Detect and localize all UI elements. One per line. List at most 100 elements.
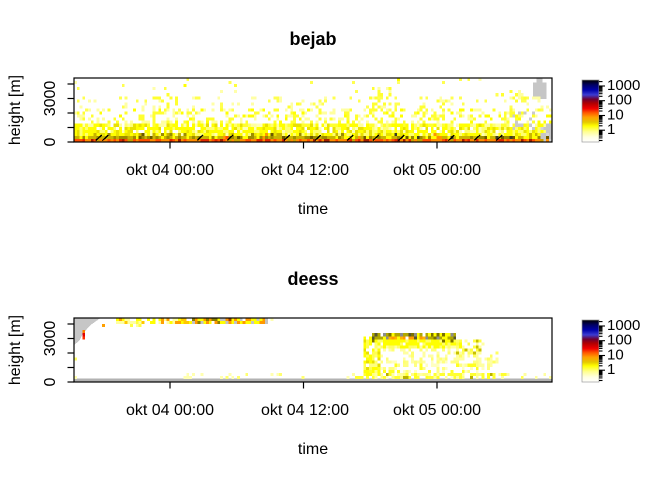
heat-cell	[380, 108, 384, 112]
heat-cell	[172, 111, 176, 115]
heat-cell	[135, 135, 139, 139]
heat-cell	[360, 123, 364, 127]
heat-cell	[206, 129, 209, 133]
heat-cell	[383, 348, 386, 352]
heat-cell	[414, 336, 417, 340]
heat-cell	[411, 114, 415, 118]
heat-cell	[301, 114, 305, 118]
heat-cell	[175, 120, 178, 124]
heat-cell	[284, 117, 288, 121]
heat-cell	[265, 321, 268, 325]
heat-cell	[442, 336, 445, 340]
heat-cell	[366, 360, 370, 364]
heat-cell	[217, 96, 221, 100]
heat-cell	[253, 135, 257, 139]
heat-cell	[161, 123, 164, 127]
heat-cell	[301, 129, 305, 133]
heat-cell	[397, 78, 400, 81]
heat-cell	[116, 138, 119, 142]
heat-cell	[369, 366, 372, 370]
heat-cell	[259, 135, 263, 139]
heat-cell	[408, 342, 412, 346]
heat-cell	[102, 129, 105, 133]
heat-cell	[194, 123, 198, 127]
heat-cell	[141, 138, 145, 142]
heat-cell	[461, 363, 465, 367]
heat-cell	[315, 129, 319, 133]
heat-cell	[442, 366, 445, 370]
heat-cell	[281, 138, 285, 142]
heat-cell	[428, 135, 431, 139]
heat-cell	[456, 375, 459, 379]
heat-cell	[340, 135, 344, 139]
heat-cell	[450, 123, 454, 127]
heat-cell	[397, 342, 400, 346]
heat-cell	[419, 363, 423, 367]
heat-cell	[470, 351, 474, 355]
slash-mark	[226, 134, 234, 141]
heat-cell	[343, 132, 347, 136]
heat-cell	[228, 321, 232, 325]
heat-cell	[447, 132, 451, 136]
x-tick-label: okt 04 00:00	[126, 402, 214, 419]
heat-cell	[366, 372, 370, 376]
heat-cell	[276, 99, 280, 103]
heat-cell	[267, 123, 271, 127]
heat-cell	[422, 366, 426, 370]
heat-cell	[388, 123, 392, 127]
heat-cell	[194, 96, 198, 100]
heat-cell	[279, 120, 282, 124]
heat-cell	[177, 321, 181, 325]
heat-cell	[76, 123, 80, 127]
heat-cell	[450, 369, 454, 373]
heat-cell	[456, 123, 459, 127]
heat-cell	[352, 129, 355, 133]
heat-cell	[461, 132, 465, 136]
heat-cell	[82, 336, 86, 340]
heat-cell	[394, 363, 398, 367]
heat-cell	[79, 132, 83, 136]
heat-cell	[458, 96, 462, 100]
heat-cell	[363, 126, 367, 130]
heat-cell	[211, 108, 215, 112]
heat-cell	[228, 129, 232, 133]
heat-cell	[107, 108, 111, 112]
heat-cell	[138, 132, 142, 136]
heat-cell	[234, 132, 237, 136]
heat-cell	[211, 135, 215, 139]
heat-cell	[385, 333, 389, 337]
heat-cell	[279, 372, 282, 376]
heat-cell	[293, 138, 296, 142]
heat-cell	[422, 105, 426, 109]
heat-cell	[492, 360, 496, 364]
heat-cell	[377, 363, 381, 367]
heat-cell	[433, 336, 437, 340]
heat-cell	[276, 96, 280, 100]
heat-cell	[385, 120, 389, 124]
heat-cell	[433, 111, 437, 115]
heat-cell	[461, 372, 465, 376]
heat-cell	[245, 129, 249, 133]
heat-cell	[183, 126, 187, 130]
heat-cell	[206, 117, 209, 121]
heat-cell	[503, 111, 507, 115]
heat-cell	[192, 114, 195, 118]
heat-cell	[124, 120, 128, 124]
heat-cell	[416, 345, 420, 349]
heat-cell	[141, 126, 145, 130]
heat-cell	[133, 123, 136, 127]
heat-cell	[391, 111, 395, 115]
heat-cell	[214, 138, 218, 142]
heat-cell	[489, 117, 493, 121]
heat-cell	[453, 336, 457, 340]
heat-cell	[315, 114, 319, 118]
heat-cell	[79, 117, 83, 121]
heat-cell	[495, 126, 499, 130]
heat-cell	[135, 99, 139, 103]
heat-cell	[113, 132, 117, 136]
heat-cell	[385, 135, 389, 139]
heat-cell	[161, 318, 164, 321]
heat-cell	[76, 111, 80, 115]
heat-cell	[405, 372, 409, 376]
heat-cell	[506, 120, 510, 124]
